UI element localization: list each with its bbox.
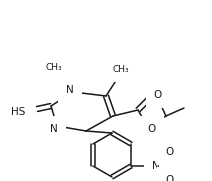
- Text: O: O: [148, 124, 156, 134]
- Text: O: O: [165, 175, 173, 181]
- Text: O: O: [165, 147, 173, 157]
- Text: CH₃: CH₃: [113, 66, 129, 75]
- Text: N: N: [152, 161, 160, 171]
- Text: N: N: [66, 85, 74, 95]
- Text: HS: HS: [11, 107, 25, 117]
- Text: N: N: [50, 124, 58, 134]
- Text: CH₃: CH₃: [46, 62, 62, 71]
- Text: O: O: [154, 90, 162, 100]
